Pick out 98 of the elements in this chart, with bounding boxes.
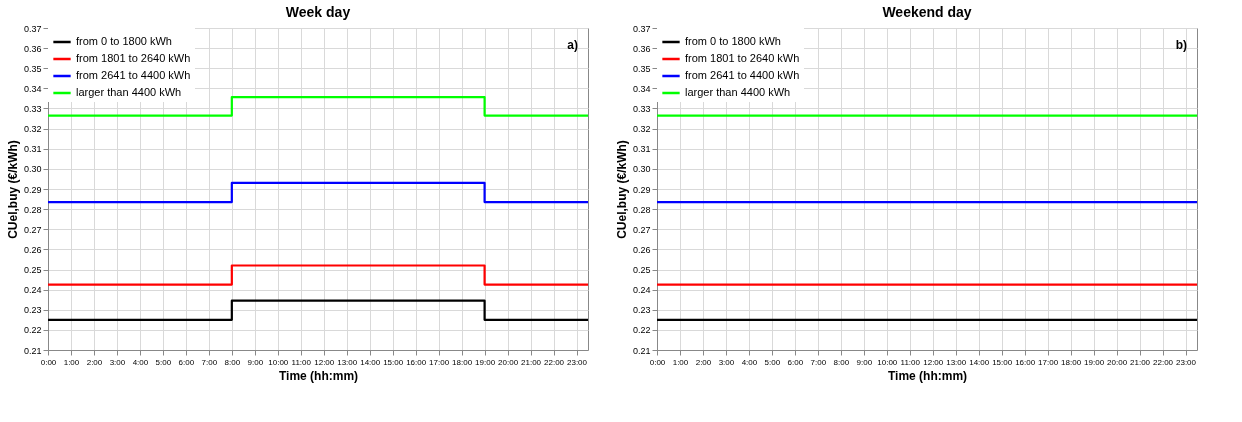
x-tick-label: 21:00: [521, 357, 542, 367]
x-tick-label: 6:00: [787, 357, 804, 367]
y-tick-label: 0.28: [23, 204, 42, 215]
x-tick-label: 3:00: [718, 357, 735, 367]
x-axis-title: Time (hh:mm): [278, 368, 359, 383]
x-tick-label: 12:00: [314, 357, 335, 367]
x-tick-label: 5:00: [764, 357, 781, 367]
x-tick-label: 10:00: [268, 357, 289, 367]
x-tick-label: 16:00: [1015, 357, 1036, 367]
x-tick-label: 5:00: [155, 357, 172, 367]
y-tick-label: 0.24: [632, 285, 651, 296]
x-tick-label: 23:00: [1175, 357, 1197, 367]
x-tick-label: 0:00: [649, 357, 666, 367]
x-tick-label: 10:00: [877, 357, 898, 367]
legend-label: from 2641 to 4400 kWh: [685, 69, 800, 81]
y-tick-label: 0.35: [632, 63, 651, 74]
x-tick-label: 18:00: [1061, 357, 1082, 367]
y-tick-label: 0.36: [23, 43, 42, 54]
x-tick-label: 20:00: [1107, 357, 1128, 367]
x-tick-label: 17:00: [429, 357, 450, 367]
x-tick-label: 12:00: [923, 357, 944, 367]
y-tick-label: 0.28: [632, 204, 651, 215]
x-axis-title: Time (hh:mm): [887, 368, 968, 383]
y-tick-label: 0.21: [23, 345, 42, 356]
x-tick-label: 18:00: [452, 357, 473, 367]
y-tick-label: 0.26: [23, 244, 42, 255]
y-tick-label: 0.24: [23, 285, 42, 296]
x-tick-label: 21:00: [1130, 357, 1151, 367]
y-tick-label: 0.32: [23, 124, 42, 135]
y-tick-label: 0.30: [23, 164, 42, 175]
x-tick-label: 15:00: [383, 357, 404, 367]
annotation: b): [1175, 38, 1187, 52]
y-tick-label: 0.34: [632, 83, 651, 94]
x-tick-label: 11:00: [291, 357, 312, 367]
x-tick-label: 16:00: [406, 357, 427, 367]
y-tick-label: 0.25: [23, 265, 42, 275]
chart-title: Weekend day: [882, 4, 972, 20]
x-tick-label: 9:00: [856, 357, 873, 367]
x-tick-label: 9:00: [247, 357, 264, 367]
x-tick-label: 19:00: [475, 357, 496, 367]
x-tick-label: 6:00: [178, 357, 195, 367]
legend-label: from 2641 to 4400 kWh: [76, 69, 191, 81]
x-tick-label: 20:00: [498, 357, 519, 367]
x-tick-label: 2:00: [86, 357, 103, 367]
y-tick-label: 0.29: [632, 184, 651, 195]
legend-label: larger than 4400 kWh: [685, 86, 791, 98]
legend-label: from 0 to 1800 kWh: [76, 35, 172, 47]
x-tick-label: 7:00: [810, 357, 827, 367]
x-tick-label: 23:00: [566, 357, 588, 367]
x-tick-label: 4:00: [132, 357, 149, 367]
y-axis-title: CUel,buy (€/kWh): [5, 140, 20, 239]
x-tick-label: 3:00: [109, 357, 126, 367]
x-tick-label: 4:00: [741, 357, 758, 367]
y-tick-label: 0.26: [632, 244, 651, 255]
y-tick-label: 0.23: [23, 305, 42, 316]
x-tick-label: 22:00: [544, 357, 565, 367]
y-tick-label: 0.27: [23, 224, 42, 235]
x-tick-label: 22:00: [1153, 357, 1174, 367]
y-tick-label: 0.22: [23, 325, 42, 336]
legend-label: from 1801 to 2640 kWh: [76, 52, 191, 64]
y-tick-label: 0.37: [632, 23, 651, 34]
y-tick-label: 0.33: [632, 104, 651, 114]
y-tick-label: 0.32: [632, 124, 651, 135]
chart-title: Week day: [285, 4, 351, 20]
x-tick-label: 11:00: [900, 357, 921, 367]
x-tick-label: 13:00: [946, 357, 967, 367]
y-tick-label: 0.27: [632, 224, 651, 235]
x-tick-label: 14:00: [360, 357, 381, 367]
y-tick-label: 0.35: [23, 63, 42, 74]
x-tick-label: 8:00: [833, 357, 850, 367]
x-tick-label: 15:00: [992, 357, 1013, 367]
x-tick-label: 1:00: [63, 357, 80, 367]
x-tick-label: 7:00: [201, 357, 218, 367]
x-tick-label: 17:00: [1038, 357, 1059, 367]
y-tick-label: 0.29: [23, 184, 42, 195]
x-tick-label: 13:00: [337, 357, 358, 367]
y-tick-label: 0.33: [23, 104, 42, 114]
y-tick-label: 0.34: [23, 83, 42, 94]
x-tick-label: 2:00: [695, 357, 712, 367]
y-tick-label: 0.22: [632, 325, 651, 336]
y-tick-label: 0.21: [632, 345, 651, 356]
legend-label: larger than 4400 kWh: [76, 86, 182, 98]
y-tick-label: 0.31: [23, 144, 42, 155]
x-tick-label: 14:00: [969, 357, 990, 367]
x-tick-label: 8:00: [224, 357, 241, 367]
y-tick-label: 0.36: [632, 43, 651, 54]
y-tick-label: 0.30: [632, 164, 651, 175]
y-axis-title: CUel,buy (€/kWh): [614, 140, 629, 239]
legend-label: from 0 to 1800 kWh: [685, 35, 781, 47]
legend-label: from 1801 to 2640 kWh: [685, 52, 800, 64]
annotation: a): [567, 38, 578, 52]
y-tick-label: 0.23: [632, 305, 651, 316]
x-tick-label: 1:00: [672, 357, 689, 367]
y-tick-label: 0.25: [632, 265, 651, 275]
x-tick-label: 0:00: [40, 357, 57, 367]
y-tick-label: 0.31: [632, 144, 651, 155]
x-tick-label: 19:00: [1084, 357, 1105, 367]
y-tick-label: 0.37: [23, 23, 42, 34]
